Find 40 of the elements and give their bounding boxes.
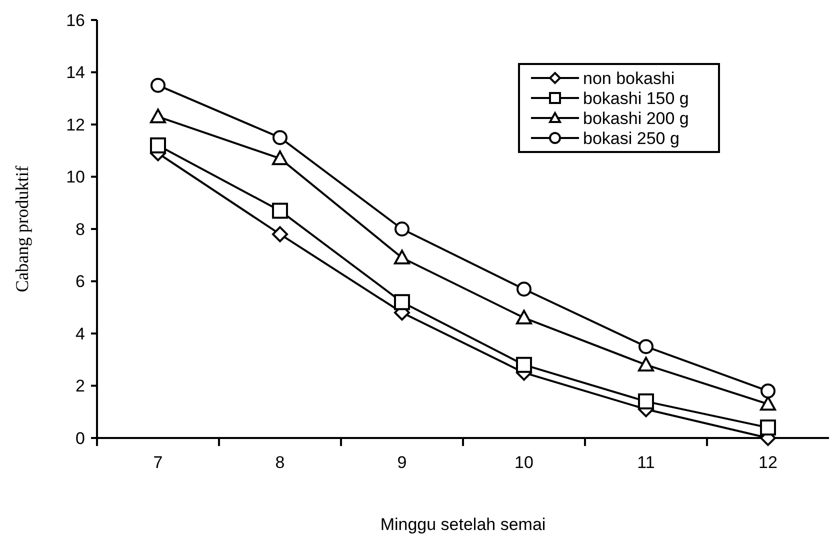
- point: [394, 250, 410, 264]
- point: [150, 108, 166, 124]
- point: [394, 294, 410, 310]
- point: [760, 396, 776, 411]
- legend-label: bokashi 150 g: [583, 88, 689, 108]
- point: [272, 226, 288, 242]
- point: [394, 222, 410, 236]
- point: [516, 356, 532, 373]
- y-tick-label: 4: [76, 324, 85, 344]
- x-tick-label: 11: [637, 453, 655, 472]
- point: [760, 420, 776, 436]
- point: [638, 356, 654, 372]
- legend-label: bokashi 200 g: [583, 108, 689, 128]
- point: [638, 339, 654, 354]
- point: [272, 150, 288, 166]
- y-tick-label: 10: [66, 168, 85, 187]
- y-tick-label: 2: [76, 376, 85, 396]
- y-tick-label: 16: [66, 10, 85, 30]
- point: [516, 310, 532, 324]
- y-tick-label: 12: [66, 115, 85, 134]
- y-tick-label: 0: [76, 428, 85, 448]
- x-axis-title: Minggu setelah semai: [380, 515, 546, 534]
- legend-label: non bokashi: [583, 68, 675, 88]
- point: [272, 202, 288, 219]
- y-tick-label: 6: [76, 272, 85, 292]
- y-axis-title: Cabang produktif: [12, 166, 32, 292]
- point: [760, 383, 776, 398]
- x-tick-label: 10: [514, 453, 534, 472]
- x-tick-label: 8: [275, 453, 285, 472]
- legend-label: bokasi 250 g: [583, 128, 680, 148]
- point: [150, 137, 166, 154]
- point: [150, 78, 166, 93]
- y-tick-label: 14: [66, 63, 85, 82]
- x-tick-label: 9: [397, 453, 407, 472]
- x-tick-label: 12: [758, 453, 778, 472]
- point: [272, 130, 288, 146]
- point: [516, 282, 532, 297]
- x-tick-label: 7: [153, 453, 163, 472]
- y-tick-label: 8: [76, 220, 85, 239]
- point: [638, 393, 654, 410]
